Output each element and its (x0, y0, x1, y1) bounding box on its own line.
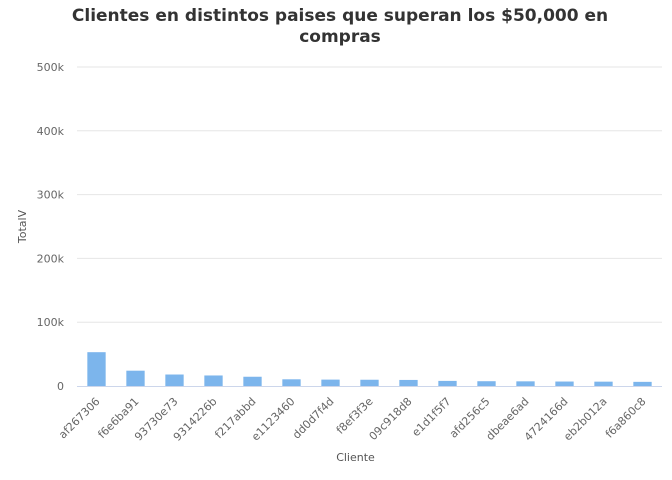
grid-lines (77, 66, 662, 323)
x-tick-label: af267306 (56, 395, 102, 441)
bar[interactable] (438, 380, 457, 386)
bars (87, 352, 652, 386)
bar[interactable] (243, 376, 262, 386)
y-tick-label: 400k (37, 125, 65, 138)
bar[interactable] (282, 379, 301, 386)
bar[interactable] (555, 381, 574, 386)
bar[interactable] (477, 381, 496, 386)
y-tick-label: 300k (37, 189, 65, 202)
y-axis-title: TotalV (16, 209, 29, 244)
y-tick-label: 100k (37, 316, 65, 329)
x-axis-title: Cliente (336, 451, 375, 464)
bar[interactable] (321, 379, 340, 386)
bar[interactable] (204, 375, 223, 386)
bar[interactable] (516, 381, 535, 386)
bar[interactable] (633, 381, 652, 386)
bar[interactable] (594, 381, 613, 386)
x-tick-label: f6a860c8 (603, 395, 649, 441)
bar[interactable] (87, 352, 106, 386)
x-tick-label: 09c918d8 (367, 395, 415, 443)
x-tick-label: dd0d7f4d (290, 395, 337, 442)
y-tick-label: 500k (37, 61, 65, 74)
x-axis-tick-labels: af267306f6e6ba9193730e739314226bf217abbd… (56, 395, 648, 444)
y-tick-label: 0 (57, 380, 64, 393)
y-axis-tick-labels: 0 100k 200k 300k 400k 500k (37, 61, 65, 393)
bar[interactable] (165, 374, 184, 386)
chart-title: Clientes en distintos paises que superan… (71, 6, 609, 47)
bar[interactable] (399, 379, 418, 386)
bar[interactable] (360, 379, 379, 386)
y-tick-label: 200k (37, 252, 65, 265)
bar[interactable] (126, 370, 145, 386)
